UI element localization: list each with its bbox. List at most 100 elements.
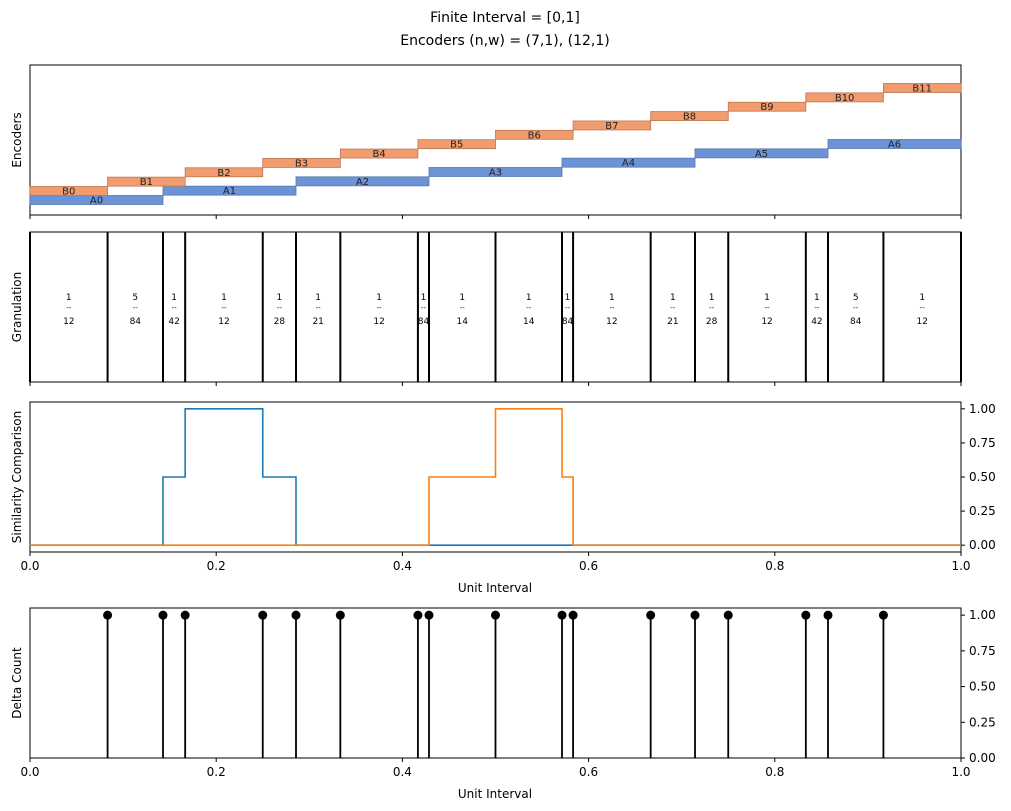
- delta-marker: [491, 610, 500, 620]
- granulation-denominator: 42: [168, 317, 179, 327]
- granulation-denominator: 12: [373, 317, 384, 327]
- delta-ylabel: Delta Count: [10, 647, 24, 719]
- delta-marker: [258, 610, 268, 620]
- granulation-denominator: 12: [916, 317, 927, 327]
- granulation-numerator: 1: [171, 293, 177, 303]
- x-tick-label: 0.2: [207, 559, 226, 573]
- encoder-bar-label: B7: [605, 121, 618, 132]
- encoder-bar-label: B11: [912, 84, 932, 95]
- y-tick-label: 0.50: [969, 680, 996, 694]
- delta-marker: [180, 610, 190, 620]
- granulation-denominator: 12: [761, 317, 772, 327]
- granulation-numerator: 1: [526, 293, 532, 303]
- encoder-bar-a1: [162, 185, 297, 196]
- granulation-fraction-bar: --: [853, 304, 859, 312]
- encoder-bar-b11: [883, 83, 962, 93]
- encoder-bar-label: A0: [90, 196, 103, 207]
- granulation-denominator: 28: [706, 317, 718, 327]
- encoder-bar-label: A6: [888, 140, 901, 151]
- encoder-bar-label: A4: [622, 158, 635, 169]
- granulation-denominator: 84: [850, 317, 862, 327]
- encoder-bar-label: B5: [450, 140, 463, 151]
- delta-marker: [723, 610, 733, 620]
- encoder-bar-a2: [295, 176, 430, 187]
- granulation-ylabel: Granulation: [10, 272, 24, 342]
- encoder-bar-a5: [694, 148, 829, 159]
- encoder-bar-a4: [561, 157, 696, 168]
- granulation-denominator: 14: [523, 317, 535, 327]
- encoder-bar-b5: [417, 139, 496, 150]
- granulation-numerator: 1: [565, 293, 571, 303]
- encoder-bar-b8: [650, 111, 729, 121]
- x-tick-label: 1.0: [951, 559, 970, 573]
- granulation-fraction-bar: --: [377, 304, 383, 312]
- granulation-denominator: 12: [606, 317, 617, 327]
- granulation-fraction-bar: --: [609, 304, 615, 312]
- x-tick-label: 0.6: [579, 765, 598, 779]
- encoders-ylabel: Encoders: [10, 112, 24, 167]
- delta-marker: [646, 610, 656, 620]
- encoder-bar-label: B9: [760, 102, 773, 113]
- y-tick-label: 0.00: [969, 751, 996, 765]
- delta-panel: Delta Count Unit Interval 0.0 0.2 0.4 0.6 0.…: [10, 607, 996, 801]
- granulation-numerator: 1: [66, 293, 72, 303]
- granulation-numerator: 1: [459, 293, 465, 303]
- granulation-numerator: 1: [221, 293, 227, 303]
- x-tick-label: 0.6: [579, 559, 598, 573]
- granulation-numerator: 1: [315, 293, 321, 303]
- encoder-bar-label: A1: [223, 186, 236, 197]
- granulation-fraction-bar: --: [814, 304, 820, 312]
- delta-marker: [690, 610, 700, 620]
- encoder-bar-label: B0: [62, 187, 75, 198]
- granulation-fraction-bar: --: [421, 304, 427, 312]
- encoder-bar-label: B1: [140, 177, 153, 188]
- y-tick-label: 0.75: [969, 436, 996, 450]
- y-tick-label: 0.25: [969, 715, 996, 729]
- x-tick-label: 1.0: [951, 765, 970, 779]
- granulation-denominator: 21: [312, 317, 323, 327]
- granulation-numerator: 1: [376, 293, 382, 303]
- chart-title-line2: Encoders (n,w) = (7,1), (12,1): [400, 33, 610, 49]
- x-tick-label: 0.4: [393, 765, 412, 779]
- granulation-fraction-bar: --: [66, 304, 72, 312]
- x-tick-label: 0.4: [393, 559, 412, 573]
- encoder-bar-b9: [727, 101, 807, 112]
- granulation-numerator: 1: [277, 293, 283, 303]
- granulation-denominator: 28: [274, 317, 286, 327]
- x-tick-label: 0.8: [765, 765, 784, 779]
- granulation-numerator: 1: [764, 293, 770, 303]
- delta-marker: [557, 610, 567, 620]
- x-tick-label: 0.0: [20, 559, 39, 573]
- granulation-denominator: 84: [130, 317, 142, 327]
- y-tick-label: 1.00: [969, 402, 996, 416]
- encoder-bar-b4: [339, 148, 419, 159]
- x-tick-label: 0.8: [765, 559, 784, 573]
- y-tick-label: 0.75: [969, 644, 996, 658]
- delta-marker: [424, 610, 434, 620]
- granulation-denominator: 12: [63, 317, 74, 327]
- granulation-numerator: 1: [709, 293, 715, 303]
- encoder-bar-label: B4: [373, 149, 386, 160]
- granulation-numerator: 1: [670, 293, 676, 303]
- granulation-fraction-bar: --: [460, 304, 466, 312]
- granulation-denominator: 21: [667, 317, 678, 327]
- encoder-bar-a6: [827, 139, 962, 149]
- y-tick-label: 0.50: [969, 470, 996, 484]
- granulation-denominator: 84: [418, 317, 430, 327]
- encoder-bar-label: A2: [356, 177, 369, 188]
- x-tick-label: 0.2: [207, 765, 226, 779]
- delta-marker: [103, 610, 113, 620]
- granulation-fraction-bar: --: [277, 304, 283, 312]
- granulation-denominator: 42: [811, 317, 822, 327]
- encoder-bar-label: A3: [489, 168, 502, 179]
- encoder-bar-label: B10: [835, 93, 855, 104]
- similarity-ylabel: Similarity Comparison: [10, 411, 24, 543]
- y-tick-label: 1.00: [969, 608, 996, 622]
- encoder-bar-a3: [428, 167, 563, 177]
- encoders-panel: Encoders A0 A1 A2 A3 A4 A5 A6 B0 B1 B2 B3 B4 B5 B6 B7 B…: [10, 64, 962, 219]
- delta-marker: [158, 610, 168, 620]
- granulation-denominator: 14: [457, 317, 469, 327]
- granulation-fraction-bar: --: [526, 304, 532, 312]
- granulation-numerator: 1: [609, 293, 615, 303]
